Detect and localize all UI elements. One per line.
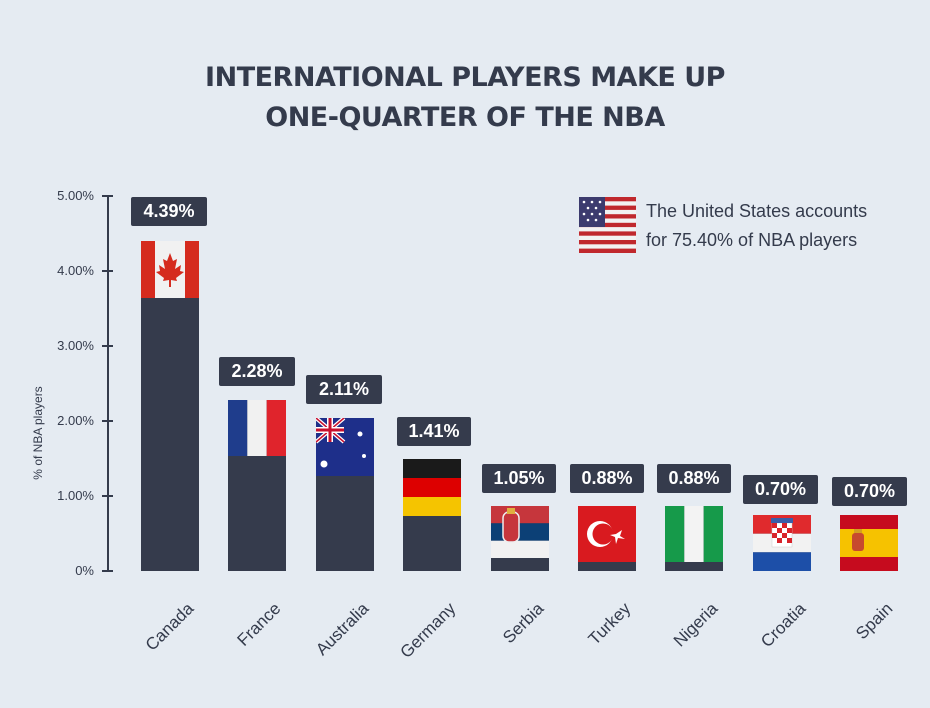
legend-line2: for 75.40% of NBA players [646,230,858,250]
y-tick-label: 1.00% [57,488,94,503]
germany-flag-icon [403,459,461,516]
value-badge-serbia: 1.05% [482,464,556,493]
bar-germany [403,459,461,571]
legend-annotation: The United States accounts for 75.40% of… [646,197,867,255]
y-tick-label: 3.00% [57,338,94,353]
x-label-france: France [233,598,285,650]
x-label-serbia: Serbia [499,598,548,648]
bar-canada [141,241,199,571]
bar-france [228,400,286,571]
turkey-flag-icon [578,506,636,562]
x-label-spain: Spain [852,598,897,644]
value-badge-canada: 4.39% [131,197,207,226]
value-badge-spain: 0.70% [832,477,907,506]
y-axis-label: % of NBA players [31,386,45,480]
bar-serbia [491,506,549,571]
x-label-croatia: Croatia [757,598,810,652]
y-tick [102,345,113,347]
x-label-turkey: Turkey [584,598,635,649]
bar-croatia [753,515,811,571]
y-tick-label: 4.00% [57,263,94,278]
value-badge-australia: 2.11% [306,375,382,404]
y-tick [102,495,113,497]
x-label-nigeria: Nigeria [669,598,722,651]
canada-flag-icon [141,241,199,298]
serbia-flag-icon [491,506,549,558]
x-label-germany: Germany [396,598,460,662]
chart-title: INTERNATIONAL PLAYERS MAKE UP ONE-QUARTE… [0,58,930,138]
nigeria-flag-icon [665,506,723,562]
y-tick-label: 2.00% [57,413,94,428]
chart-title-line2: ONE-QUARTER OF THE NBA [265,102,665,133]
y-tick-label: 0% [75,563,94,578]
croatia-flag-icon [753,515,811,571]
value-badge-france: 2.28% [219,357,295,386]
chart-title-line1: INTERNATIONAL PLAYERS MAKE UP [205,62,725,93]
y-tick [102,570,113,572]
bar-nigeria [665,506,723,571]
x-label-canada: Canada [141,598,198,655]
value-badge-turkey: 0.88% [570,464,644,493]
y-tick [102,420,113,422]
value-badge-germany: 1.41% [397,417,471,446]
x-label-australia: Australia [312,598,373,660]
spain-flag-icon [840,515,898,571]
bar-australia [316,418,374,571]
bar-spain [840,515,898,571]
y-tick-label: 5.00% [57,188,94,203]
us-flag-icon [579,197,636,253]
australia-flag-icon [316,418,374,476]
y-axis-line [107,195,109,571]
y-tick [102,195,113,197]
y-tick [102,270,113,272]
legend-line1: The United States accounts [646,201,868,221]
value-badge-nigeria: 0.88% [657,464,731,493]
france-flag-icon [228,400,286,456]
bar-turkey [578,506,636,571]
value-badge-croatia: 0.70% [743,475,818,504]
